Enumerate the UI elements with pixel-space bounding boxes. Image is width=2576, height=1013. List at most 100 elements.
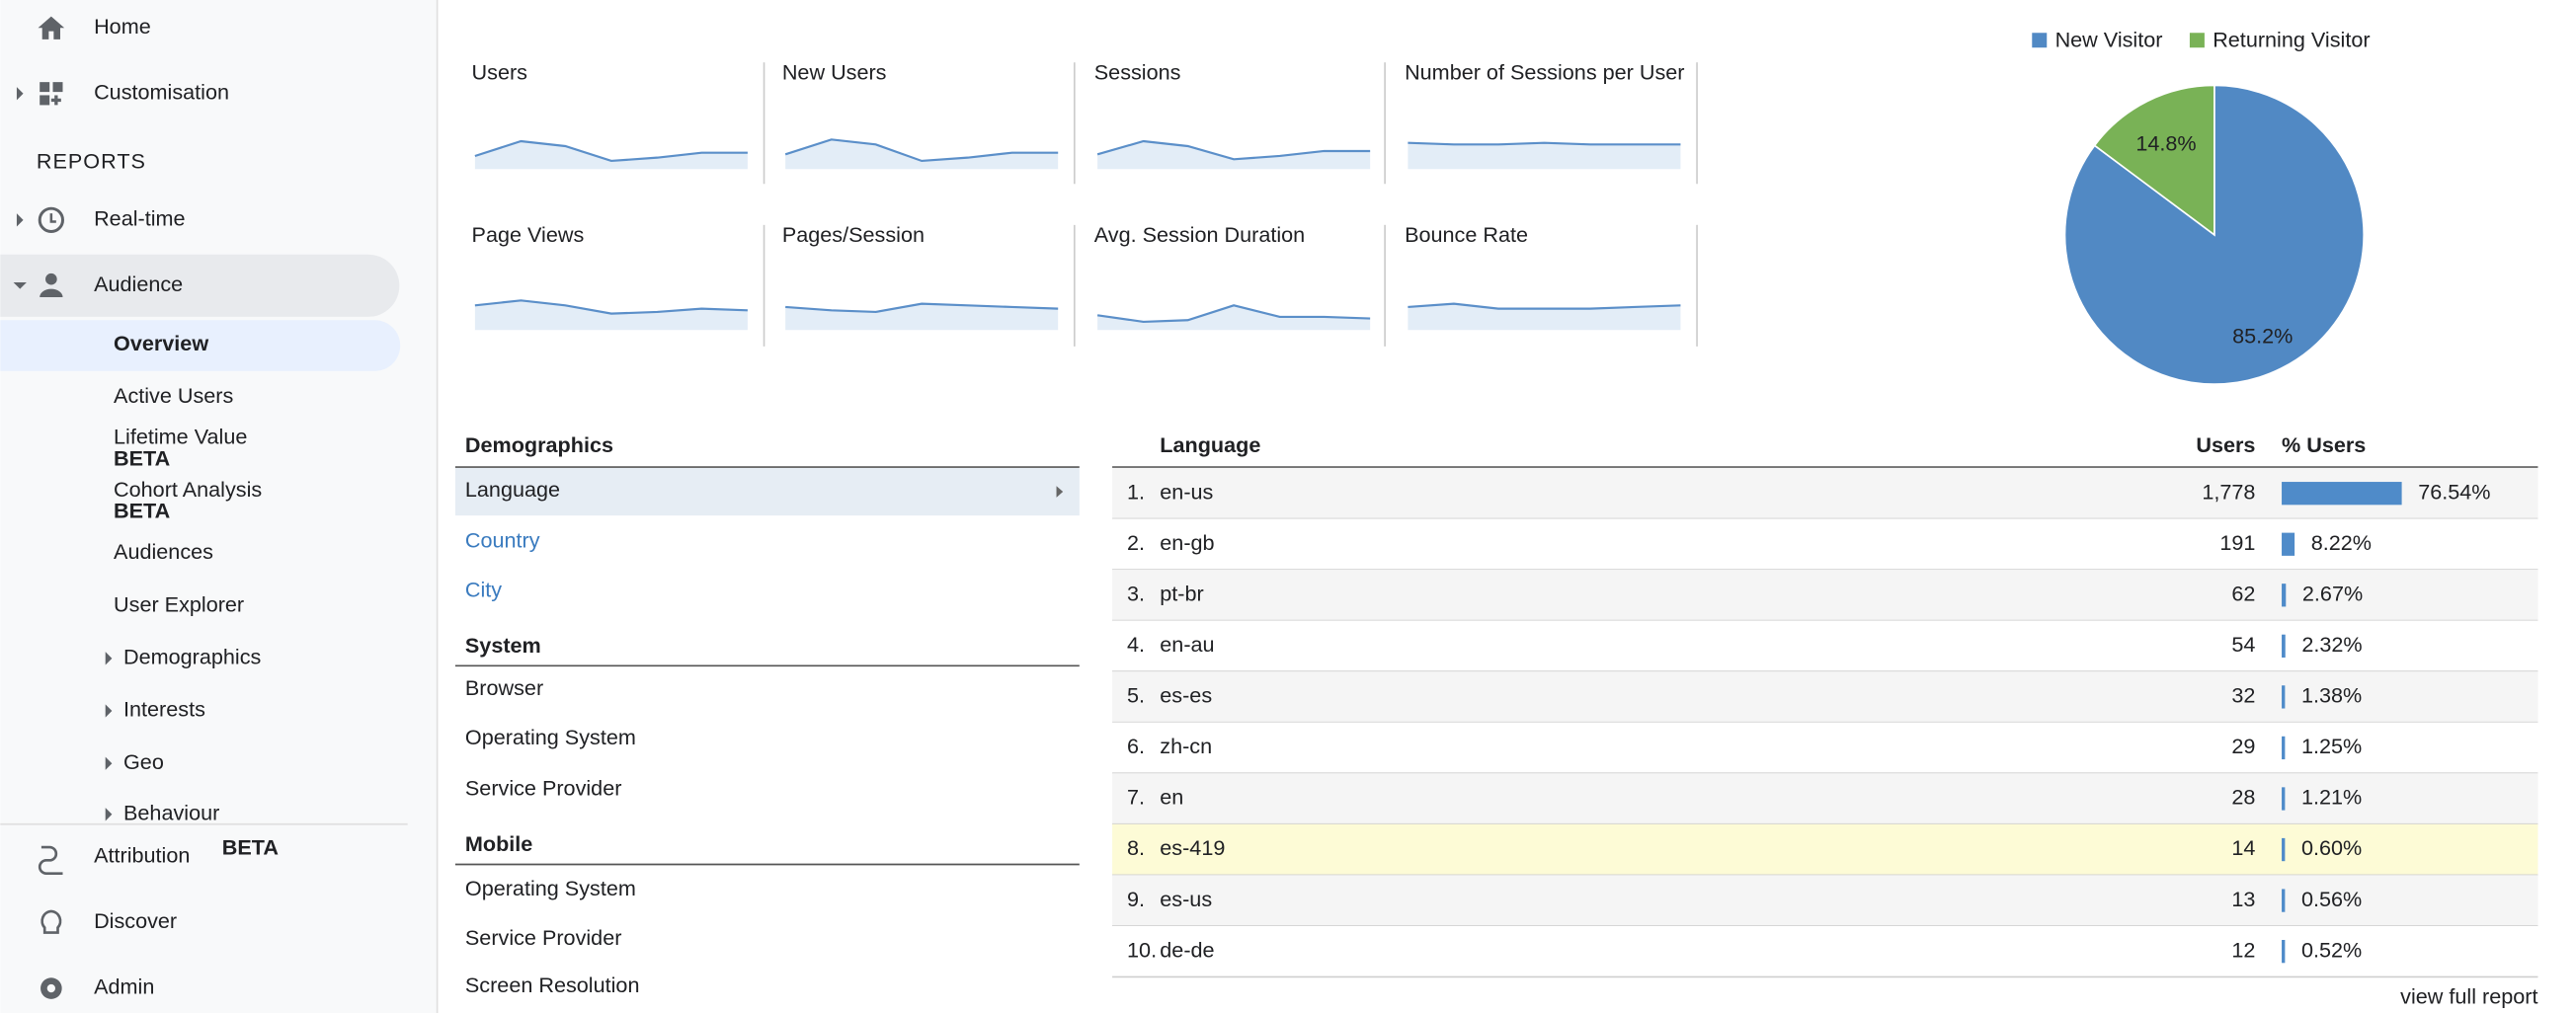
menu-item[interactable]: Service Provider xyxy=(465,776,622,801)
nav-subitem[interactable]: Overview xyxy=(114,331,208,355)
metric-label[interactable]: Page Views xyxy=(472,222,585,247)
metric-label[interactable]: Bounce Rate xyxy=(1405,222,1528,247)
view-full-report[interactable]: view full report xyxy=(2400,984,2537,1009)
row-users: 13 xyxy=(2231,887,2255,911)
menu-item[interactable]: Service Provider xyxy=(465,925,622,950)
nav-subitem[interactable]: Active Users xyxy=(114,383,233,408)
pct-bar xyxy=(2282,584,2287,607)
row-users: 1,778 xyxy=(2202,479,2255,504)
metric-label[interactable]: New Users xyxy=(782,60,887,85)
selected-row-bg xyxy=(454,467,1080,516)
pct-bar xyxy=(2282,889,2286,912)
row-users: 54 xyxy=(2231,632,2255,657)
menu-item[interactable]: Country xyxy=(465,527,540,552)
row-rank: 1. xyxy=(1127,479,1145,504)
pie-label: 85.2% xyxy=(2232,324,2293,349)
row-rank: 6. xyxy=(1127,734,1145,758)
metric-label[interactable]: Pages/Session xyxy=(782,222,925,247)
table-header: Users xyxy=(2196,432,2255,457)
table-row xyxy=(1112,518,2538,571)
table-header: % Users xyxy=(2282,432,2366,457)
pct-label: 2.32% xyxy=(2301,632,2362,657)
nav-item[interactable]: Home xyxy=(94,14,151,39)
metric-separators xyxy=(763,62,1698,347)
nav-subitem[interactable]: Audiences xyxy=(114,539,213,564)
menu-item[interactable]: Screen Resolution xyxy=(465,973,640,997)
row-language[interactable]: es-es xyxy=(1160,683,1212,708)
menu-item[interactable]: Operating System xyxy=(465,876,636,900)
active-section-bg xyxy=(0,254,400,317)
row-language[interactable]: en-gb xyxy=(1160,530,1214,555)
row-language[interactable]: es-us xyxy=(1160,887,1212,911)
expand-arrows xyxy=(13,87,113,821)
pct-label: 8.22% xyxy=(2311,530,2372,555)
nav-item[interactable]: Real-time xyxy=(94,206,185,231)
menu-item[interactable]: City xyxy=(465,577,502,601)
sparklines xyxy=(474,138,1681,331)
icons xyxy=(38,16,65,999)
nav-section: REPORTS xyxy=(37,148,146,173)
row-users: 12 xyxy=(2231,937,2255,962)
pct-label: 0.56% xyxy=(2301,887,2362,911)
beta-badge: BETA xyxy=(114,499,171,523)
pct-bar xyxy=(2282,685,2286,709)
nav-item[interactable]: Discover xyxy=(94,908,177,933)
pct-label: 76.54% xyxy=(2418,479,2490,504)
row-rank: 7. xyxy=(1127,785,1145,810)
pie-label: 14.8% xyxy=(2135,131,2196,156)
metric-label[interactable]: Users xyxy=(472,60,528,85)
nav-subitem[interactable]: Cohort Analysis xyxy=(114,477,262,502)
pct-bar xyxy=(2282,532,2295,556)
row-rank: 4. xyxy=(1127,632,1145,657)
pct-label: 0.52% xyxy=(2301,937,2362,962)
pct-bar xyxy=(2282,482,2402,506)
row-rank: 9. xyxy=(1127,887,1145,911)
metric-label[interactable]: Number of Sessions per User xyxy=(1405,60,1684,85)
nav-subitem[interactable]: Demographics xyxy=(123,645,262,669)
row-language[interactable]: es-419 xyxy=(1160,835,1225,860)
pct-bar xyxy=(2282,634,2286,658)
row-rank: 2. xyxy=(1127,530,1145,555)
legend-swatch xyxy=(2189,33,2205,48)
menu-item[interactable]: Language xyxy=(465,477,560,502)
legend-swatch xyxy=(2032,33,2048,48)
row-users: 29 xyxy=(2231,734,2255,758)
pct-label: 0.60% xyxy=(2301,835,2362,860)
menu-item[interactable]: Operating System xyxy=(465,725,636,749)
table-row xyxy=(1112,823,2538,876)
row-users: 32 xyxy=(2231,683,2255,708)
pct-label: 1.21% xyxy=(2301,785,2362,810)
nav-subitem[interactable]: Interests xyxy=(123,697,205,722)
row-language[interactable]: zh-cn xyxy=(1160,734,1212,758)
row-language[interactable]: de-de xyxy=(1160,937,1214,962)
nav-subitem[interactable]: Geo xyxy=(123,749,164,774)
row-language[interactable]: en xyxy=(1160,785,1183,810)
pct-bar xyxy=(2282,736,2286,760)
metric-label[interactable]: Avg. Session Duration xyxy=(1094,222,1305,247)
nav-subitem[interactable]: User Explorer xyxy=(114,591,244,616)
nav-subitem[interactable]: Lifetime Value xyxy=(114,425,247,449)
nav-item[interactable]: Admin xyxy=(94,974,154,999)
row-rank: 5. xyxy=(1127,683,1145,708)
nav-subitem[interactable]: Behaviour xyxy=(123,800,219,824)
table-row xyxy=(1112,570,2538,621)
row-language[interactable]: en-us xyxy=(1160,479,1213,504)
row-language[interactable]: en-au xyxy=(1160,632,1214,657)
row-users: 14 xyxy=(2231,835,2255,860)
table-header: Language xyxy=(1160,432,1260,457)
row-language[interactable]: pt-br xyxy=(1160,581,1203,605)
table-row xyxy=(1112,722,2538,774)
metric-label[interactable]: Sessions xyxy=(1094,60,1181,85)
nav-item[interactable]: Audience xyxy=(94,272,183,296)
table-row xyxy=(1112,925,2538,977)
nav-item[interactable]: Customisation xyxy=(94,79,229,104)
row-rank: 10. xyxy=(1127,937,1157,962)
menu-heading: Mobile xyxy=(465,831,532,856)
active-item-bg xyxy=(0,320,401,371)
row-rank: 8. xyxy=(1127,835,1145,860)
nav-item[interactable]: Attribution xyxy=(94,843,190,868)
menu-item[interactable]: Browser xyxy=(465,675,543,700)
pct-label: 1.38% xyxy=(2301,683,2362,708)
